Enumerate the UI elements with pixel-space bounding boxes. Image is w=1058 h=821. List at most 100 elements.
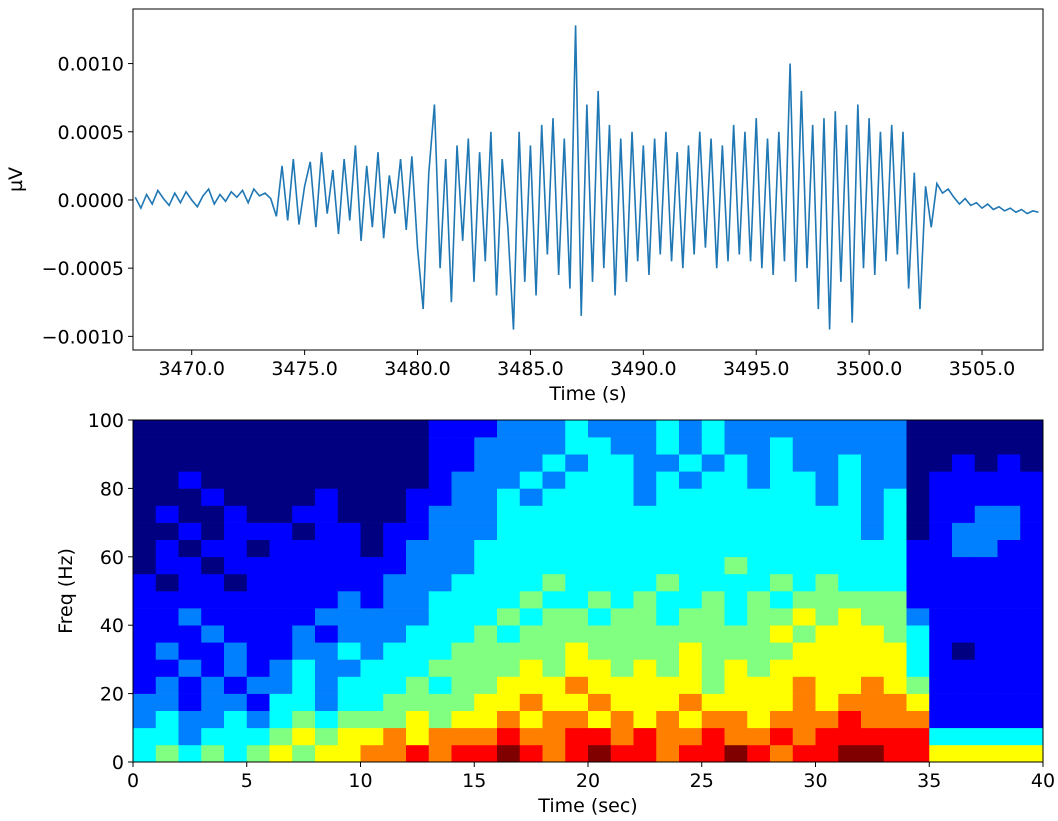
heat-cell (155, 437, 179, 455)
heat-cell (792, 676, 816, 694)
heat-cell (269, 471, 293, 489)
heat-cell (383, 454, 407, 472)
heat-cell (997, 693, 1021, 711)
heat-cell (861, 710, 885, 729)
heat-cell (724, 573, 748, 592)
heat-cell (861, 556, 885, 575)
heat-cell (679, 505, 703, 523)
heat-cell (656, 693, 680, 711)
heat-cell (246, 437, 270, 455)
heat-cell (406, 488, 430, 506)
heat-cell (588, 727, 612, 746)
heat-cell (701, 659, 725, 677)
heat-cell (952, 454, 976, 472)
heat-cell (747, 454, 771, 472)
heat-cell (178, 454, 202, 472)
heat-cell (997, 471, 1021, 489)
heat-cell (701, 727, 725, 746)
heat-cell (497, 420, 521, 438)
heat-cell (519, 420, 543, 438)
heat-cell (724, 642, 748, 660)
heat-cell (497, 625, 521, 643)
heat-cell (542, 488, 566, 506)
heat-cell (906, 488, 930, 506)
heat-cell (451, 727, 475, 746)
y-tick-label: 60 (100, 547, 124, 569)
heat-cell (883, 437, 907, 455)
heat-cell (269, 693, 293, 711)
heat-cell (428, 454, 452, 472)
heat-cell (656, 437, 680, 455)
heat-cell (815, 573, 839, 592)
heat-cell (633, 420, 657, 438)
x-tick-label: 25 (690, 770, 714, 792)
heat-cell (861, 591, 885, 609)
heat-cell (383, 573, 407, 592)
heat-cell (770, 642, 794, 660)
heat-cell (178, 625, 202, 643)
heat-cell (406, 573, 430, 592)
x-tick-label: 5 (241, 770, 253, 792)
heat-cell (997, 556, 1021, 575)
heat-cell (519, 573, 543, 592)
heat-cell (838, 710, 862, 729)
heat-cell (337, 659, 361, 677)
heat-cell (633, 642, 657, 660)
heat-cell (861, 693, 885, 711)
heat-cell (542, 454, 566, 472)
heat-cell (360, 573, 384, 592)
heat-cell (383, 437, 407, 455)
heat-cell (679, 642, 703, 660)
heat-cell (588, 505, 612, 523)
heat-cell (1020, 471, 1044, 489)
heat-cell (497, 488, 521, 506)
heat-cell (315, 556, 339, 575)
heat-cell (451, 744, 475, 763)
heat-cell (406, 437, 430, 455)
heat-cell (451, 539, 475, 558)
heat-cell (246, 591, 270, 609)
heat-cell (656, 676, 680, 694)
heat-cell (838, 573, 862, 592)
heat-cell (929, 591, 953, 609)
heat-cell (656, 522, 680, 540)
heat-cell (337, 522, 361, 540)
heat-cell (1020, 573, 1044, 592)
heat-cell (542, 676, 566, 694)
heat-cell (315, 693, 339, 711)
heat-cell (133, 471, 157, 489)
heat-cell (383, 744, 407, 763)
heat-cell (724, 608, 748, 626)
heat-cell (906, 437, 930, 455)
heat-cell (428, 693, 452, 711)
heat-cell (974, 420, 998, 438)
heat-cell (246, 471, 270, 489)
heat-cell (838, 608, 862, 626)
heat-cell (929, 642, 953, 660)
heat-cell (246, 744, 270, 763)
heat-cell (724, 539, 748, 558)
heat-cell (815, 471, 839, 489)
heat-cell (952, 471, 976, 489)
heat-cell (497, 608, 521, 626)
heat-cell (201, 471, 225, 489)
heat-cell (337, 710, 361, 729)
heat-cell (519, 693, 543, 711)
heat-cell (792, 556, 816, 575)
heat-cell (610, 556, 634, 575)
heat-cell (838, 693, 862, 711)
heat-cell (724, 454, 748, 472)
heat-cell (383, 642, 407, 660)
heat-cell (838, 505, 862, 523)
heat-cell (952, 676, 976, 694)
heat-cell (929, 744, 953, 763)
heat-cell (633, 676, 657, 694)
heat-cell (155, 608, 179, 626)
heat-cell (474, 522, 498, 540)
heat-cell (246, 642, 270, 660)
heat-cell (224, 693, 248, 711)
heat-cell (315, 642, 339, 660)
heat-cell (883, 727, 907, 746)
heat-cell (770, 437, 794, 455)
heat-cell (406, 454, 430, 472)
